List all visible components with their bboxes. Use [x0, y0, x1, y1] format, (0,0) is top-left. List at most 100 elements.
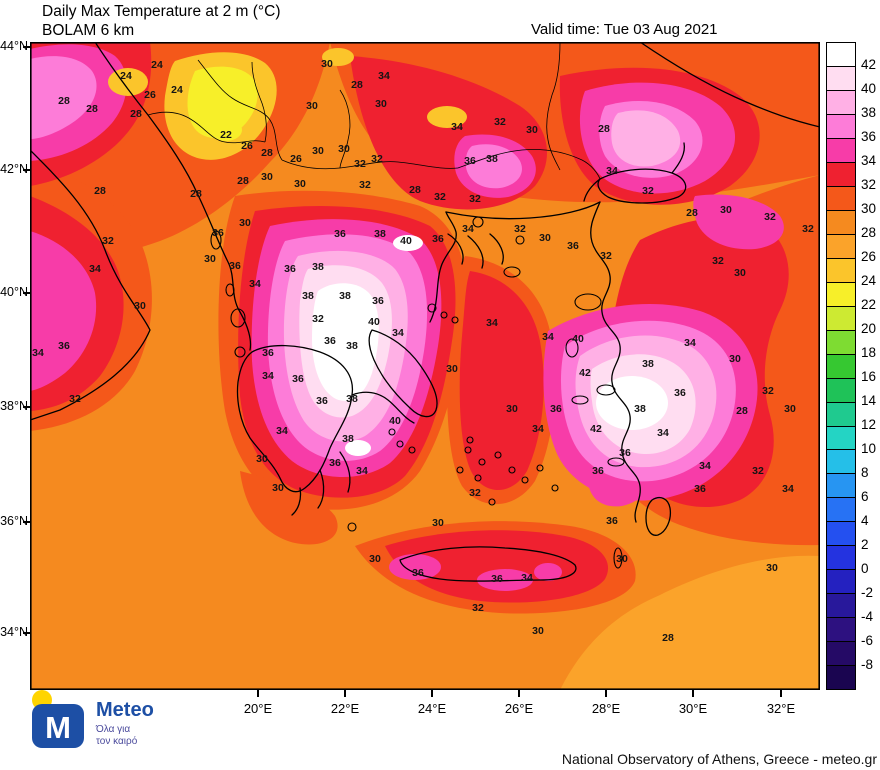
colorbar-segment — [827, 570, 855, 595]
colorbar-tick-label: 28 — [861, 225, 877, 240]
colorbar-segment — [827, 258, 855, 283]
colorbar-segment — [827, 666, 855, 690]
temperature-value-label: 34 — [392, 327, 404, 339]
temperature-value-label: 28 — [190, 188, 202, 200]
temperature-value-label: 28 — [94, 185, 106, 197]
temperature-value-label: 36 — [316, 395, 328, 407]
temperature-value-label: 36 — [464, 155, 476, 167]
colorbar-segment — [827, 450, 855, 475]
colorbar-tick-label: -4 — [861, 609, 874, 624]
temperature-value-label: 34 — [276, 425, 288, 437]
colorbar-tick-label: 34 — [861, 153, 877, 168]
temperature-value-label: 32 — [102, 235, 114, 247]
temperature-value-label: 30 — [720, 204, 732, 216]
colorbar-segment — [827, 354, 855, 379]
temperature-value-label: 32 — [494, 116, 506, 128]
colorbar-segment — [827, 618, 855, 643]
lon-tick-label: 22°E — [330, 701, 360, 716]
lat-tick — [23, 521, 30, 523]
temperature-colorbar — [826, 42, 856, 690]
islands — [210, 216, 625, 569]
temperature-value-label: 30 — [306, 100, 318, 112]
temperature-value-label: 38 — [346, 393, 358, 405]
colorbar-tick-label: 18 — [861, 345, 877, 360]
colorbar-segment — [827, 306, 855, 331]
temperature-value-label: 34 — [657, 427, 669, 439]
temperature-value-label: 32 — [371, 153, 383, 165]
temperature-value-label: 34 — [462, 223, 474, 235]
temperature-value-label: 40 — [368, 316, 380, 328]
colorbar-tick-label: 32 — [861, 177, 877, 192]
lon-tick-label: 32°E — [766, 701, 796, 716]
temperature-value-label: 34 — [542, 331, 554, 343]
temperature-value-label: 34 — [486, 317, 498, 329]
colorbar-tick-label: 40 — [861, 81, 877, 96]
temperature-value-label: 28 — [86, 103, 98, 115]
temperature-value-label: 30 — [506, 403, 518, 415]
colorbar-tick-label: -2 — [861, 585, 874, 600]
colorbar-segment — [827, 474, 855, 499]
temperature-value-label: 38 — [342, 433, 354, 445]
lat-tick-label: 34°N — [0, 625, 28, 639]
temperature-value-label: 30 — [432, 517, 444, 529]
lon-tick-label: 28°E — [591, 701, 621, 716]
map-frame — [30, 42, 820, 690]
logo-tagline-1: Όλα για — [95, 724, 130, 735]
temperature-value-label: 38 — [486, 153, 498, 165]
temperature-value-label: 24 — [120, 70, 132, 82]
lon-tick — [780, 690, 782, 697]
temperature-value-label: 36 — [262, 347, 274, 359]
temperature-value-label: 34 — [356, 465, 368, 477]
colorbar-segment — [827, 378, 855, 403]
temperature-value-label: 30 — [272, 482, 284, 494]
temperature-value-label: 34 — [89, 263, 101, 275]
temperature-value-label: 34 — [532, 423, 544, 435]
colorbar-tick-label: 22 — [861, 297, 877, 312]
colorbar-segment — [827, 43, 855, 67]
lon-tick — [605, 690, 607, 697]
temperature-value-label: 34 — [451, 121, 463, 133]
temperature-value-label: 36 — [674, 387, 686, 399]
temperature-value-label: 34 — [32, 347, 44, 359]
temperature-value-label: 30 — [784, 403, 796, 415]
temperature-value-label: 36 — [229, 260, 241, 272]
colorbar-segment — [827, 426, 855, 451]
temperature-value-label: 34 — [684, 337, 696, 349]
lat-tick-label: 38°N — [0, 399, 28, 413]
temperature-value-label: 36 — [592, 465, 604, 477]
lon-tick — [518, 690, 520, 697]
temperature-value-label: 42 — [579, 367, 591, 379]
temperature-value-label: 36 — [212, 227, 224, 239]
lon-tick — [431, 690, 433, 697]
temperature-value-label: 40 — [572, 333, 584, 345]
temperature-value-label: 30 — [369, 553, 381, 565]
temperature-value-label: 36 — [412, 567, 424, 579]
temperature-value-label: 26 — [290, 153, 302, 165]
colorbar-tick-label: 14 — [861, 393, 877, 408]
logo-blue-square — [32, 704, 84, 748]
title-block: Daily Max Temperature at 2 m (°C) BOLAM … — [42, 2, 280, 40]
lon-tick — [692, 690, 694, 697]
cool-yellow-patches — [108, 48, 467, 160]
lon-tick-label: 24°E — [417, 701, 447, 716]
temperature-value-label: 30 — [375, 98, 387, 110]
temperature-value-label: 32 — [469, 193, 481, 205]
temperature-value-label: 28 — [130, 108, 142, 120]
colorbar-tick-label: -8 — [861, 657, 874, 672]
colorbar-segment — [827, 330, 855, 355]
temperature-value-label: 32 — [514, 223, 526, 235]
temperature-value-label: 24 — [171, 84, 183, 96]
lon-tick-label: 26°E — [504, 701, 534, 716]
colorbar-segment — [827, 162, 855, 187]
temperature-value-label: 28 — [598, 123, 610, 135]
temperature-value-label: 24 — [151, 59, 163, 71]
temperature-value-label: 32 — [472, 602, 484, 614]
temperature-value-label: 28 — [662, 632, 674, 644]
lat-tick — [23, 169, 30, 171]
logo-tagline-2: τον καιρό — [96, 735, 138, 747]
temperature-value-label: 32 — [762, 385, 774, 397]
colorbar-segment — [827, 138, 855, 163]
credit-text: National Observatory of Athens, Greece -… — [561, 751, 877, 767]
temperature-value-label: 32 — [802, 223, 814, 235]
